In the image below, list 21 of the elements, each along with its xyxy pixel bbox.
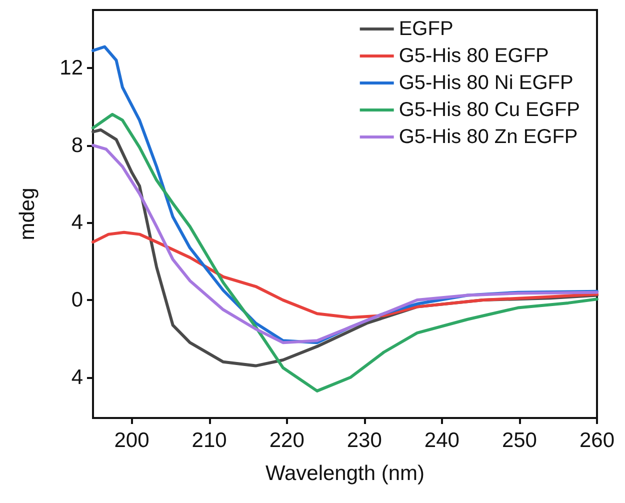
x-tick-label: 210	[192, 429, 227, 452]
x-tick-label: 200	[114, 429, 150, 452]
y-tick-label: 0	[71, 288, 83, 312]
y-tick-label: 4	[71, 366, 84, 389]
y-tick-label: 8	[71, 134, 83, 157]
x-tick-label: 240	[424, 429, 460, 452]
legend-label: G5-His 80 Ni EGFP	[398, 72, 574, 94]
legend-label: G5-His 80 Zn EGFP	[398, 126, 578, 148]
line-series	[92, 144, 598, 344]
x-axis-title: Wavelength (nm)	[265, 462, 425, 485]
x-tick-label: 250	[502, 429, 537, 452]
x-tick-label: 260	[579, 429, 615, 452]
x-tick-label: 230	[346, 429, 382, 452]
x-tick-label: 220	[269, 429, 304, 452]
y-tick-label: 12	[60, 56, 83, 80]
legend-label: EGFP	[398, 18, 454, 40]
legend-label: G5-His 80 EGFP	[398, 45, 549, 67]
y-axis-title: mdeg	[16, 188, 39, 240]
legend-label: G5-His 80 Cu EGFP	[398, 99, 580, 121]
line-series	[92, 230, 598, 319]
y-tick-label: 4	[71, 211, 84, 234]
